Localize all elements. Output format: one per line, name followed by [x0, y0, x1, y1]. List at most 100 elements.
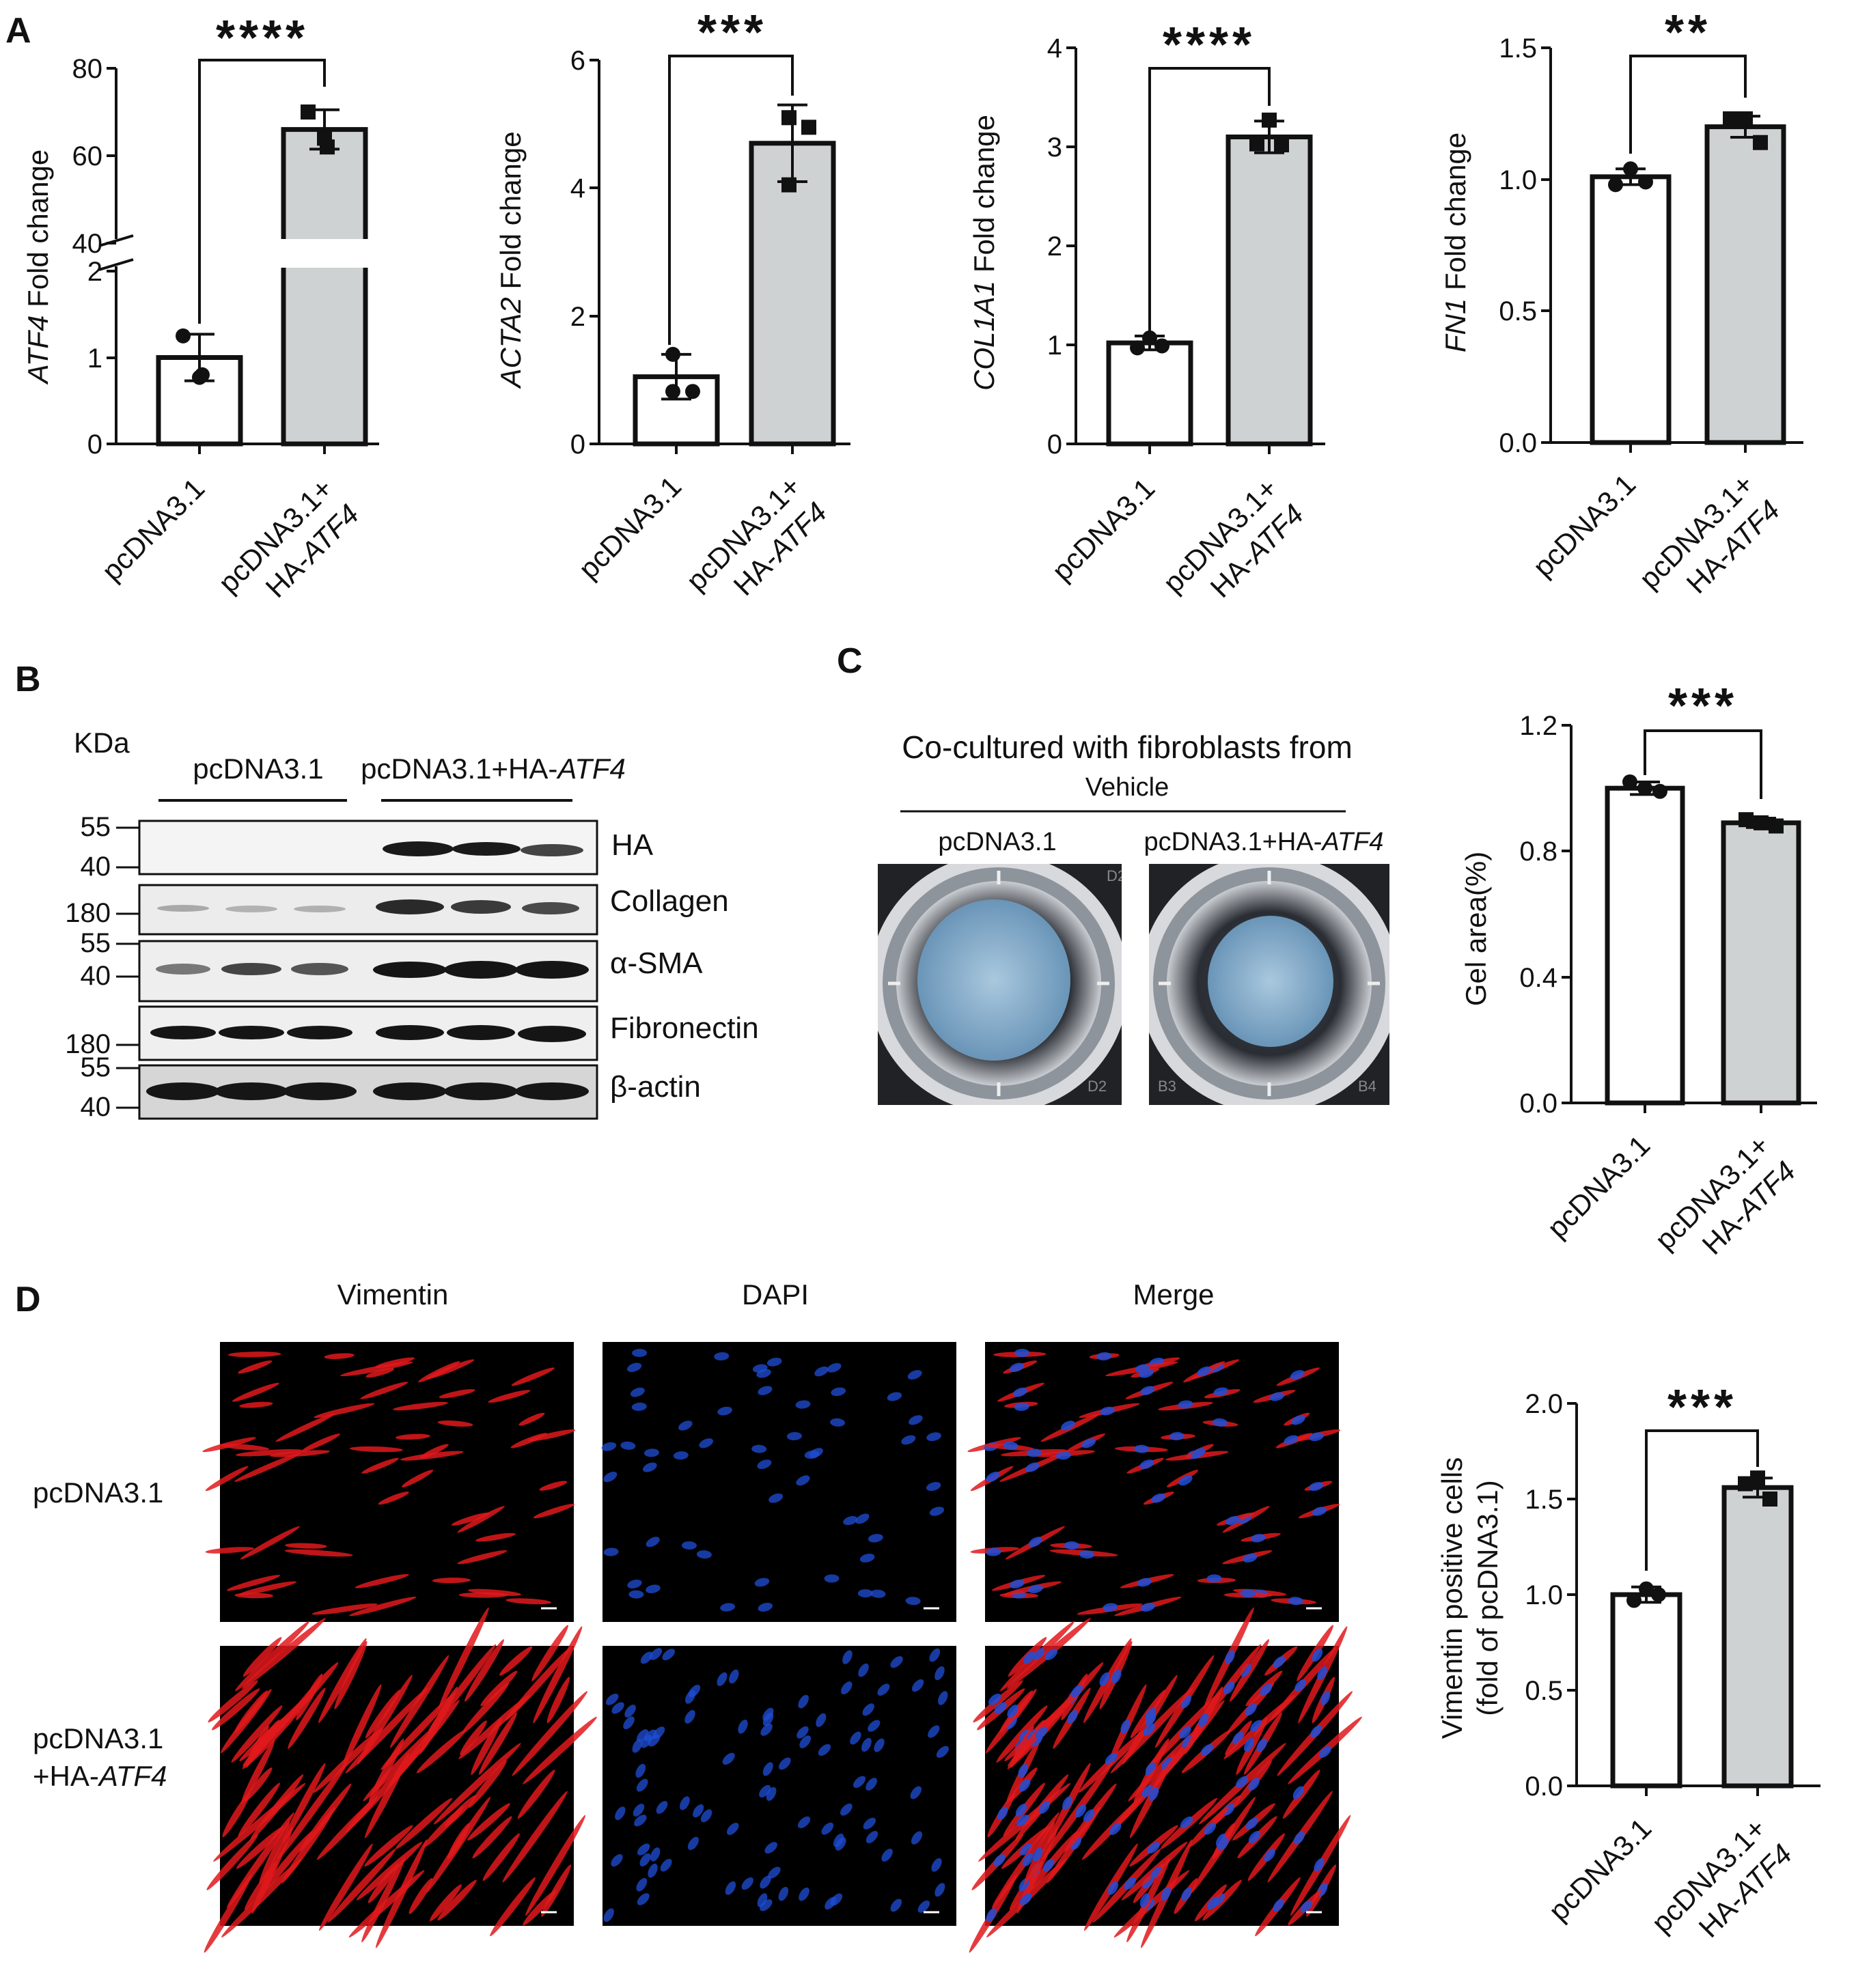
nucleus: [729, 1669, 739, 1684]
nucleus: [1223, 1681, 1235, 1695]
nucleus: [1245, 1703, 1257, 1716]
nucleus: [1007, 1705, 1019, 1718]
col-header-vimentin: Vimentin: [337, 1278, 449, 1311]
y-axis-label-line2: (fold of pcDNA3.1): [1471, 1480, 1504, 1716]
y-axis-label: COL1A1 Fold change: [968, 115, 1000, 391]
nucleus: [1225, 1650, 1235, 1664]
nucleus: [662, 1649, 675, 1661]
panel-letter-d: D: [15, 1280, 41, 1319]
nucleus: [1161, 1886, 1172, 1901]
vimentin-cell: [512, 1691, 587, 1776]
group1-label: pcDNA3.1: [193, 753, 323, 785]
vimentin-cell: [511, 1367, 555, 1386]
nucleus: [764, 1842, 777, 1854]
vimentin-cell: [467, 1803, 510, 1841]
nucleus: [1284, 1435, 1299, 1445]
tick-label: 0.5: [1499, 296, 1537, 326]
nucleus: [1081, 1438, 1096, 1448]
nucleus: [1140, 1386, 1155, 1395]
vimentin-cell: [356, 1841, 423, 1901]
nucleus: [646, 1584, 661, 1593]
row-label-atf4-line1: pcDNA3.1: [33, 1722, 163, 1754]
nucleus: [907, 1370, 922, 1380]
vimentin-cell: [419, 1444, 449, 1459]
nucleus: [693, 1804, 704, 1818]
vimentin-cell: [472, 1816, 512, 1859]
vimentin-cell: [240, 1526, 300, 1560]
vimentin-cell: [327, 1848, 396, 1923]
significance-stars: ****: [216, 11, 309, 66]
group2-label: pcDNA3.1+HA-ATF4: [361, 753, 626, 785]
data-point: [1738, 111, 1753, 127]
vimentin-cell: [525, 1815, 586, 1916]
tick-label: 80: [72, 54, 103, 84]
nucleus: [1300, 1900, 1313, 1913]
nucleus: [1150, 1866, 1163, 1879]
nucleus: [640, 1651, 653, 1664]
vimentin-cell: [460, 1720, 487, 1756]
tick-label: 1: [1047, 331, 1062, 361]
nucleus: [1161, 1757, 1174, 1770]
nucleus: [1062, 1796, 1072, 1810]
nucleus: [717, 1672, 728, 1686]
nucleus: [603, 1908, 614, 1922]
nucleus: [760, 1723, 773, 1736]
vimentin-cell: [365, 1368, 395, 1378]
nucleus: [912, 1679, 924, 1692]
x-tick-label: pcDNA3.1: [1542, 1812, 1658, 1927]
nucleus: [1294, 1679, 1307, 1692]
well-label: B3: [1158, 1078, 1176, 1095]
data-point: [1637, 781, 1652, 796]
tick-label: 0.0: [1499, 428, 1537, 458]
nucleus: [751, 1444, 767, 1453]
vimentin-cell: [437, 1420, 473, 1427]
nucleus: [1135, 1364, 1150, 1373]
vimentin-cell: [227, 1352, 281, 1358]
vimentin-cell: [457, 1506, 505, 1533]
vimentin-cell: [499, 1646, 533, 1676]
col-header-merge: Merge: [1133, 1278, 1214, 1311]
nucleus: [615, 1806, 626, 1821]
tick-label: 0.8: [1519, 837, 1557, 867]
nucleus: [934, 1883, 945, 1897]
vimentin-cell: [457, 1550, 508, 1565]
nucleus: [650, 1648, 663, 1660]
nucleus: [931, 1858, 942, 1872]
nucleus: [857, 1589, 873, 1598]
vimentin-cell: [301, 1433, 340, 1452]
data-point: [1154, 338, 1169, 354]
vimentin-cell: [533, 1503, 575, 1519]
nucleus: [1293, 1831, 1305, 1845]
bar-treated: [1704, 124, 1786, 445]
vimentin-cell: [451, 1512, 490, 1526]
chart-a4: 0.0 0.5 1.0 1.5 FN1 Fold change ** pcDNA…: [1439, 5, 1803, 600]
nucleus: [1142, 1875, 1154, 1889]
vimentin-cell: [227, 1812, 294, 1908]
nucleus: [1291, 1415, 1305, 1425]
nucleus: [1120, 1720, 1131, 1734]
nucleus: [1198, 1713, 1209, 1727]
nucleus: [642, 1462, 657, 1472]
nucleus: [684, 1710, 695, 1724]
nucleus: [840, 1803, 853, 1816]
nucleus: [835, 1837, 846, 1851]
vimentin-cell: [439, 1389, 475, 1399]
significance-stars: ***: [1668, 679, 1738, 733]
vimentin-cell: [365, 1690, 401, 1739]
vimentin-cell: [393, 1401, 448, 1411]
well-photo-vehicle: D2 D2: [878, 864, 1122, 1105]
nucleus: [917, 1900, 930, 1913]
nucleus: [863, 1817, 876, 1830]
vimentin-cell: [465, 1639, 504, 1702]
nucleus: [1288, 1597, 1303, 1606]
nucleus: [635, 1763, 646, 1778]
nucleus: [910, 1786, 922, 1800]
tick-label: 0: [87, 430, 102, 460]
tick-label: 60: [72, 141, 103, 171]
marker-label: 40: [81, 852, 111, 882]
vimentin-cell: [426, 1797, 490, 1894]
data-point: [1753, 135, 1768, 150]
nucleus: [652, 1726, 665, 1739]
data-point: [1651, 1587, 1666, 1602]
marker-label: 55: [81, 812, 111, 842]
